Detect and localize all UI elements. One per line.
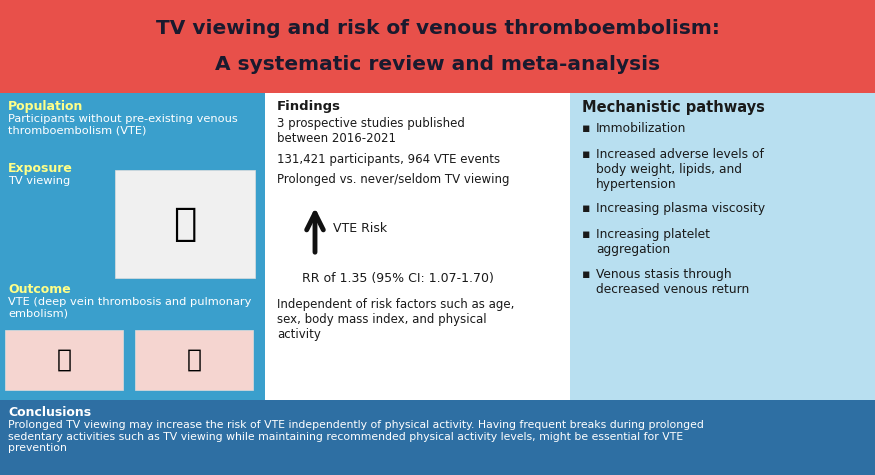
Bar [5,330,123,390]
Text: VTE Risk: VTE Risk [333,221,387,235]
Text: Participants without pre-existing venous
thromboembolism (VTE): Participants without pre-existing venous… [8,114,238,135]
Text: TV viewing and risk of venous thromboembolism:: TV viewing and risk of venous thromboemb… [156,19,719,38]
Text: 🦵: 🦵 [57,348,72,372]
Text: ▪: ▪ [582,202,591,215]
Text: 📺: 📺 [173,205,197,243]
Bar [115,170,255,278]
Text: Findings: Findings [277,100,341,113]
Text: 131,421 participants, 964 VTE events: 131,421 participants, 964 VTE events [277,153,500,166]
Bar [570,93,875,400]
Text: 3 prospective studies published
between 2016-2021: 3 prospective studies published between … [277,117,465,145]
Text: Prolonged TV viewing may increase the risk of VTE independently of physical acti: Prolonged TV viewing may increase the ri… [8,420,704,453]
Text: RR of 1.35 (95% CI: 1.07-1.70): RR of 1.35 (95% CI: 1.07-1.70) [302,272,494,285]
Text: Venous stasis through
decreased venous return: Venous stasis through decreased venous r… [596,268,749,296]
Text: A systematic review and meta-analysis: A systematic review and meta-analysis [215,56,660,75]
Bar [135,330,253,390]
Text: Conclusions: Conclusions [8,406,91,419]
Text: Population: Population [8,100,83,113]
Bar [0,400,875,475]
Text: 🫁: 🫁 [186,348,201,372]
Text: Prolonged vs. never/seldom TV viewing: Prolonged vs. never/seldom TV viewing [277,173,509,186]
Text: Increasing platelet
aggregation: Increasing platelet aggregation [596,228,710,256]
Text: Exposure: Exposure [8,162,73,175]
Text: Outcome: Outcome [8,283,71,296]
Text: Mechanistic pathways: Mechanistic pathways [582,100,765,115]
Text: Immobilization: Immobilization [596,122,686,135]
Text: Increasing plasma viscosity: Increasing plasma viscosity [596,202,765,215]
Bar [0,0,875,93]
Text: ▪: ▪ [582,122,591,135]
Text: VTE (deep vein thrombosis and pulmonary
embolism): VTE (deep vein thrombosis and pulmonary … [8,297,251,319]
Text: ▪: ▪ [582,268,591,281]
Text: TV viewing: TV viewing [8,176,70,186]
Bar [0,93,265,400]
Text: Independent of risk factors such as age,
sex, body mass index, and physical
acti: Independent of risk factors such as age,… [277,298,514,341]
Bar [265,93,570,400]
Text: ▪: ▪ [582,148,591,161]
Text: ▪: ▪ [582,228,591,241]
Text: Increased adverse levels of
body weight, lipids, and
hypertension: Increased adverse levels of body weight,… [596,148,764,191]
